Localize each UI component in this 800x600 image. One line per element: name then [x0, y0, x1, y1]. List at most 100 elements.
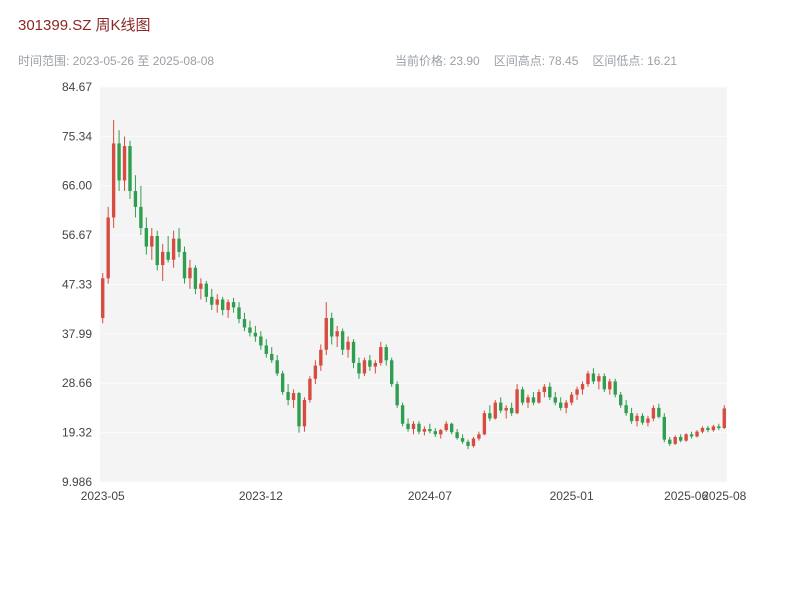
candle-body [411, 423, 416, 430]
candle-body [493, 402, 497, 419]
candle-body [253, 332, 258, 337]
range-low-label: 区间低点: 16.21 [592, 54, 678, 68]
candle-body [662, 416, 666, 440]
y-axis-tick-label: 56.67 [62, 228, 92, 242]
candle-body [640, 415, 645, 423]
y-axis-tick-label: 66.00 [62, 179, 92, 193]
candle-body [520, 389, 525, 403]
candle-body [597, 376, 601, 382]
candle-body [466, 441, 470, 446]
candle-body [390, 360, 394, 385]
candle-body [706, 427, 710, 431]
x-axis-tick-label: 2024-07 [408, 489, 452, 503]
candle-body [215, 299, 219, 305]
candle-body [264, 345, 268, 354]
candle-body [553, 397, 557, 403]
y-axis-tick-label: 84.67 [62, 80, 92, 94]
candle-body [488, 413, 492, 419]
candle-body [204, 283, 209, 297]
candle-body [335, 331, 339, 337]
candle-body [161, 251, 165, 266]
candle-body [460, 438, 465, 442]
candle-body [302, 399, 307, 427]
candle-body [684, 434, 688, 441]
candle-body [575, 389, 579, 395]
candle-body [182, 251, 187, 279]
candle-body [101, 278, 105, 318]
candle-body [111, 143, 116, 218]
candle-body [400, 405, 405, 424]
candle-body [422, 429, 427, 432]
candle-body [340, 331, 345, 350]
chart-stats: 当前价格: 23.90 区间高点: 78.45 区间低点: 16.21 [395, 52, 677, 69]
candle-body [678, 436, 683, 441]
candle-body [166, 251, 170, 260]
candle-body [564, 402, 568, 408]
candle-body [373, 362, 378, 367]
candle-body [629, 413, 634, 422]
candle-body [150, 235, 154, 247]
range-high-label: 区间高点: 78.45 [493, 54, 579, 68]
candle-body [128, 146, 132, 192]
candle-body [542, 386, 547, 393]
gridlines-group [100, 86, 727, 483]
page-title: 301399.SZ 周K线图 [18, 17, 151, 34]
candle-body [580, 384, 585, 390]
candle-body [308, 378, 312, 400]
y-axis-tick-label: 75.34 [62, 129, 92, 143]
candle-body [275, 360, 279, 374]
candle-body [591, 373, 596, 382]
candle-body [455, 432, 459, 439]
candle-body [635, 415, 639, 422]
candle-body [346, 341, 350, 350]
candle-body [324, 317, 328, 350]
candle-body [362, 360, 367, 374]
candles-group [101, 119, 726, 450]
candle-body [330, 317, 334, 337]
candle-body [237, 307, 241, 320]
x-axis-labels-group: 2023-05 2023-12 2024-07 2025-01 2025-062025-… [81, 489, 747, 503]
candle-body [586, 373, 590, 385]
candle-body [231, 302, 236, 308]
candle-body [220, 299, 225, 311]
candle-body [177, 238, 181, 252]
candle-body [482, 413, 487, 435]
candle-body [384, 347, 388, 361]
candle-body [171, 238, 176, 260]
candle-body [499, 402, 503, 411]
x-axis-tick-label: 2025-01 [550, 489, 594, 503]
y-axis-tick-label: 47.33 [62, 277, 92, 291]
candle-body [673, 436, 677, 444]
candle-body [531, 397, 536, 403]
candle-body [618, 394, 623, 406]
y-axis-tick-label: 28.66 [62, 376, 92, 390]
candle-body [477, 434, 481, 439]
candle-body [700, 427, 705, 432]
candle-body [548, 386, 552, 398]
candle-body [509, 407, 514, 414]
candle-body [613, 381, 617, 395]
candle-body [395, 384, 399, 406]
candle-body [406, 423, 410, 430]
candle-body [717, 426, 721, 428]
candle-body [449, 423, 454, 433]
candle-body [569, 394, 574, 403]
candle-body [280, 373, 285, 393]
candle-body [646, 418, 650, 423]
candle-body [226, 302, 230, 311]
candle-body [368, 360, 372, 367]
candle-body [515, 389, 519, 414]
candle-body [248, 327, 252, 333]
candle-body [711, 426, 716, 431]
candle-body [155, 235, 159, 266]
y-axis-tick-label: 37.99 [62, 327, 92, 341]
candle-body [193, 267, 198, 289]
candle-body [117, 143, 121, 181]
candle-body [439, 430, 443, 435]
candle-body [657, 407, 661, 417]
time-range-label: 时间范围: 2023-05-26 至 2025-08-08 [18, 54, 215, 68]
candle-body [651, 407, 656, 419]
candle-body [695, 431, 699, 437]
